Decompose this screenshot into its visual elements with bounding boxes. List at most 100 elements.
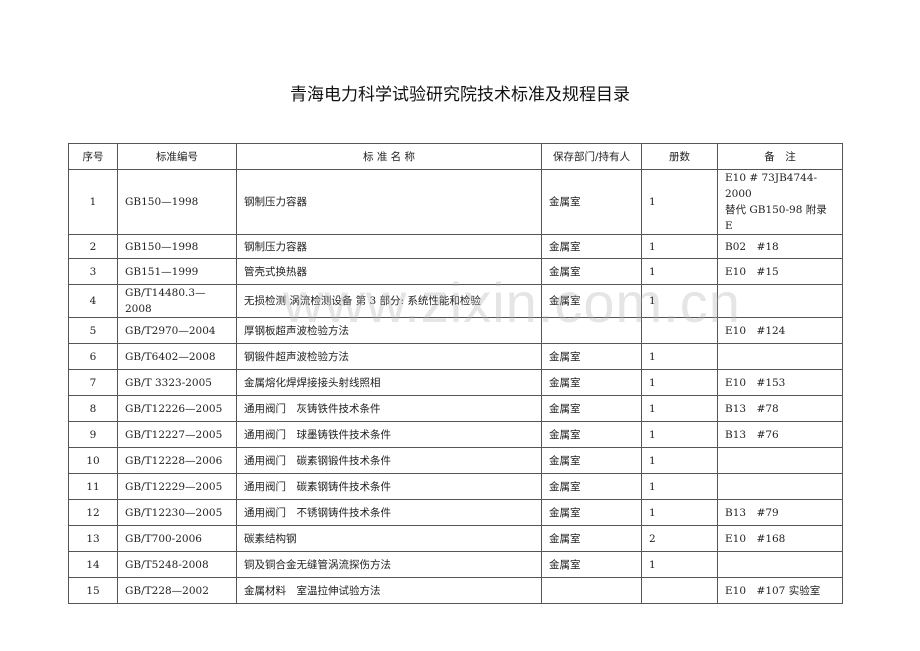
cell-name-text: 碳素结构钢 bbox=[244, 532, 297, 545]
cell-note-text: E10 #107 实验室 bbox=[725, 584, 821, 597]
cell-dept: 金属室 bbox=[541, 499, 642, 526]
cell-name-text: 金属熔化焊焊接接头射线照相 bbox=[244, 376, 381, 389]
cell-dept: 金属室 bbox=[541, 169, 642, 235]
cell-dept-text: 金属室 bbox=[549, 558, 581, 571]
cell-name: 通用阀门 球墨铸铁件技术条件 bbox=[236, 421, 542, 448]
cell-dept-text: 金属室 bbox=[549, 506, 581, 519]
cell-dept-text: 金属室 bbox=[549, 240, 581, 253]
cell-note: E10 #168 bbox=[717, 525, 843, 552]
cell-count: 1 bbox=[641, 447, 718, 474]
cell-name: 通用阀门 碳素钢锻件技术条件 bbox=[236, 447, 542, 474]
cell-name: 铜及铜合金无缝管涡流探伤方法 bbox=[236, 551, 542, 578]
cell-code: GB/T5248-2008 bbox=[117, 551, 237, 578]
cell-dept-text: 金属室 bbox=[549, 196, 581, 208]
table-header-row: 序号 标准编号 标 准 名 称 保存部门/持有人 册数 备 注 bbox=[68, 143, 843, 170]
cell-name-text: 铜及铜合金无缝管涡流探伤方法 bbox=[244, 558, 391, 571]
cell-name: 钢锻件超声波检验方法 bbox=[236, 343, 542, 370]
cell-name-text: 厚钢板超声波检验方法 bbox=[244, 324, 349, 337]
cell-code-text: GB/T6402—2008 bbox=[125, 350, 216, 363]
cell-code-text: GB151—1999 bbox=[125, 265, 199, 278]
cell-count: 1 bbox=[641, 169, 718, 235]
cell-count: 1 bbox=[641, 369, 718, 396]
cell-note-text: E10 #153 bbox=[725, 376, 786, 389]
table-row: 8 GB/T12226—2005 通用阀门 灰铸铁件技术条件 金属室 1 B13 #78 bbox=[68, 395, 843, 422]
cell-code-text: GB/T12228—2006 bbox=[125, 454, 223, 467]
cell-no: 2 bbox=[68, 234, 118, 259]
table-row: 15 GB/T228—2002 金属材料 室温拉伸试验方法 E10 #107 实验室 bbox=[68, 577, 843, 604]
cell-code: GB/T12230—2005 bbox=[117, 499, 237, 526]
cell-no-text: 2 bbox=[89, 240, 97, 253]
cell-code-text: GB/T5248-2008 bbox=[125, 558, 209, 571]
cell-name: 通用阀门 不锈钢铸件技术条件 bbox=[236, 499, 542, 526]
cell-code-text: GB/T12227—2005 bbox=[125, 428, 223, 441]
cell-name: 厚钢板超声波检验方法 bbox=[236, 317, 542, 344]
cell-dept: 金属室 bbox=[541, 284, 642, 318]
table-row: 1 GB150—1998 钢制压力容器 金属室 1 E10 # 73JB4744-2000… bbox=[68, 169, 843, 235]
cell-dept: 金属室 bbox=[541, 234, 642, 259]
cell-note-text: E10 # 73JB4744-2000 bbox=[725, 172, 818, 200]
cell-dept: 金属室 bbox=[541, 551, 642, 578]
cell-no-text: 15 bbox=[86, 584, 100, 597]
cell-dept: 金属室 bbox=[541, 369, 642, 396]
cell-code: GB/T 3323-2005 bbox=[117, 369, 237, 396]
cell-note: E10 #153 bbox=[717, 369, 843, 396]
cell-code-text: GB/T12229—2005 bbox=[125, 480, 223, 493]
cell-note: B02 #18 bbox=[717, 234, 843, 259]
cell-no-text: 7 bbox=[89, 376, 97, 389]
cell-note-text: E10 #168 bbox=[725, 532, 786, 545]
cell-code: GB/T12226—2005 bbox=[117, 395, 237, 422]
cell-dept-text: 金属室 bbox=[549, 454, 581, 467]
cell-no: 14 bbox=[68, 551, 118, 578]
cell-count-text: 1 bbox=[649, 402, 656, 415]
header-dept: 保存部门/持有人 bbox=[541, 143, 642, 170]
cell-name: 碳素结构钢 bbox=[236, 525, 542, 552]
cell-note-text: B13 #76 bbox=[725, 428, 779, 441]
cell-name: 通用阀门 灰铸铁件技术条件 bbox=[236, 395, 542, 422]
cell-name-text: 通用阀门 不锈钢铸件技术条件 bbox=[244, 506, 391, 519]
cell-no-text: 8 bbox=[89, 402, 97, 415]
table-row: 2 GB150—1998 钢制压力容器 金属室 1 B02 #18 bbox=[68, 234, 843, 259]
cell-code-text: GB150—1998 bbox=[125, 240, 199, 253]
cell-dept-text: 金属室 bbox=[549, 350, 581, 363]
cell-code: GB/T6402—2008 bbox=[117, 343, 237, 370]
cell-dept bbox=[541, 317, 642, 344]
cell-note: E10 #107 实验室 bbox=[717, 577, 843, 604]
cell-dept: 金属室 bbox=[541, 421, 642, 448]
cell-dept-text: 金属室 bbox=[549, 295, 581, 307]
cell-count-text: 1 bbox=[649, 558, 656, 571]
cell-no: 9 bbox=[68, 421, 118, 448]
cell-no-text: 14 bbox=[86, 558, 100, 571]
cell-count: 1 bbox=[641, 258, 718, 285]
cell-no: 13 bbox=[68, 525, 118, 552]
cell-code: GB/T700-2006 bbox=[117, 525, 237, 552]
cell-note-text: B13 #79 bbox=[725, 506, 779, 519]
cell-dept-text: 金属室 bbox=[549, 428, 581, 441]
cell-note: B13 #78 bbox=[717, 395, 843, 422]
table-row: 5 GB/T2970—2004 厚钢板超声波检验方法 E10 #124 bbox=[68, 317, 843, 344]
cell-name: 金属材料 室温拉伸试验方法 bbox=[236, 577, 542, 604]
cell-count: 1 bbox=[641, 395, 718, 422]
cell-name: 管壳式换热器 bbox=[236, 258, 542, 285]
table-row: 12 GB/T12230—2005 通用阀门 不锈钢铸件技术条件 金属室 1 B13 #7… bbox=[68, 499, 843, 526]
cell-note-text: B02 #18 bbox=[725, 240, 779, 253]
standards-table: 序号 标准编号 标 准 名 称 保存部门/持有人 册数 备 注 1 GB150—1… bbox=[68, 143, 843, 604]
cell-no-text: 10 bbox=[86, 454, 100, 467]
cell-no-text: 3 bbox=[89, 265, 97, 278]
header-code: 标准编号 bbox=[117, 143, 237, 170]
header-note: 备 注 bbox=[717, 143, 843, 170]
cell-code-text: GB/T12230—2005 bbox=[125, 506, 223, 519]
cell-note-text: E10 #124 bbox=[725, 324, 786, 337]
cell-dept-text: 金属室 bbox=[549, 265, 581, 278]
cell-count-text: 1 bbox=[649, 454, 656, 467]
cell-code-text: GB/T700-2006 bbox=[125, 532, 202, 545]
cell-no-text: 9 bbox=[89, 428, 97, 441]
cell-note bbox=[717, 343, 843, 370]
cell-count: 1 bbox=[641, 473, 718, 500]
cell-no: 7 bbox=[68, 369, 118, 396]
cell-no-text: 11 bbox=[86, 480, 100, 493]
cell-name: 钢制压力容器 bbox=[236, 234, 542, 259]
cell-note-text: E10 #15 bbox=[725, 265, 779, 278]
cell-dept: 金属室 bbox=[541, 343, 642, 370]
cell-dept-text: 金属室 bbox=[549, 480, 581, 493]
table-row: 6 GB/T6402—2008 钢锻件超声波检验方法 金属室 1 bbox=[68, 343, 843, 370]
